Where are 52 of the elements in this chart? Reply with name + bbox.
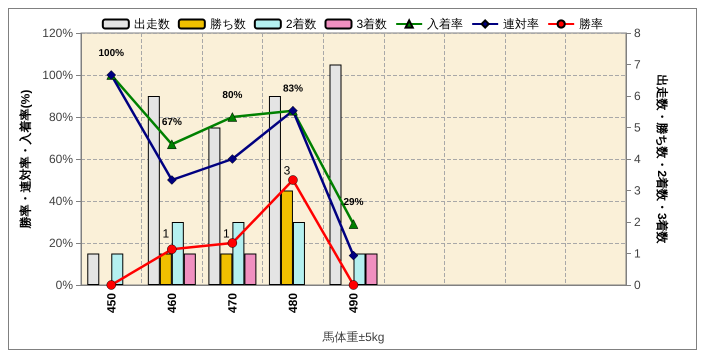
legend-label: 勝率 [579, 17, 604, 31]
y-tick-label: 0% [56, 278, 74, 292]
y2-tick-label: 5 [634, 120, 641, 134]
point [228, 154, 238, 164]
data-label: 83% [282, 83, 304, 94]
y-tick-label: 80% [48, 110, 74, 124]
data-label: 80% [222, 90, 243, 101]
data-label: 1 [223, 226, 230, 240]
point [167, 244, 177, 254]
data-label: 1 [162, 226, 170, 240]
x-tick-label: 490 [346, 292, 360, 314]
y2-tick-label: 4 [634, 152, 641, 166]
y2-tick-label: 8 [634, 26, 641, 40]
data-label: 100% [98, 48, 124, 59]
legend-label: 勝ち数 [210, 17, 246, 31]
x-tick-label: 470 [225, 292, 240, 314]
point [348, 219, 358, 229]
point [167, 175, 177, 185]
point [228, 238, 238, 248]
x-tick-label: 480 [286, 292, 300, 314]
point [288, 175, 298, 185]
legend-label: 2着数 [286, 17, 317, 31]
x-tick-label: 460 [164, 292, 179, 314]
y-tick-label: 20% [48, 236, 74, 250]
y-axis-title: 勝率・連対率・入着率(%) [18, 90, 32, 230]
legend-label: 出走数 [134, 17, 170, 31]
y2-tick-label: 1 [634, 246, 641, 260]
y2-tick-label: 7 [634, 58, 641, 72]
point [106, 280, 116, 290]
bar [87, 254, 100, 285]
data-label: 3 [284, 164, 291, 178]
x-axis-title: 馬体重±5kg [322, 330, 384, 344]
y2-tick-label: 0 [634, 278, 641, 292]
point [348, 280, 358, 290]
y2-tick-label: 6 [634, 89, 641, 103]
point [348, 250, 358, 260]
point [228, 112, 238, 122]
data-label: 67% [162, 117, 182, 128]
data-label: 29% [343, 196, 364, 208]
y-tick-label: 60% [48, 152, 74, 166]
legend-label: 連対率 [503, 17, 540, 31]
point [167, 140, 177, 150]
x-tick-label: 450 [104, 292, 118, 314]
y-tick-label: 100% [42, 68, 74, 82]
legend-label: 3着数 [356, 17, 388, 31]
bar [330, 64, 342, 285]
y-tick-label: 120% [42, 26, 74, 40]
legend-label: 入着率 [427, 17, 464, 31]
y-tick-label: 40% [48, 194, 74, 208]
y2-tick-label: 3 [634, 184, 641, 198]
y2-axis-title: 出走数・勝ち数・2着数・3着数 [655, 74, 669, 245]
y2-tick-label: 2 [634, 215, 641, 229]
